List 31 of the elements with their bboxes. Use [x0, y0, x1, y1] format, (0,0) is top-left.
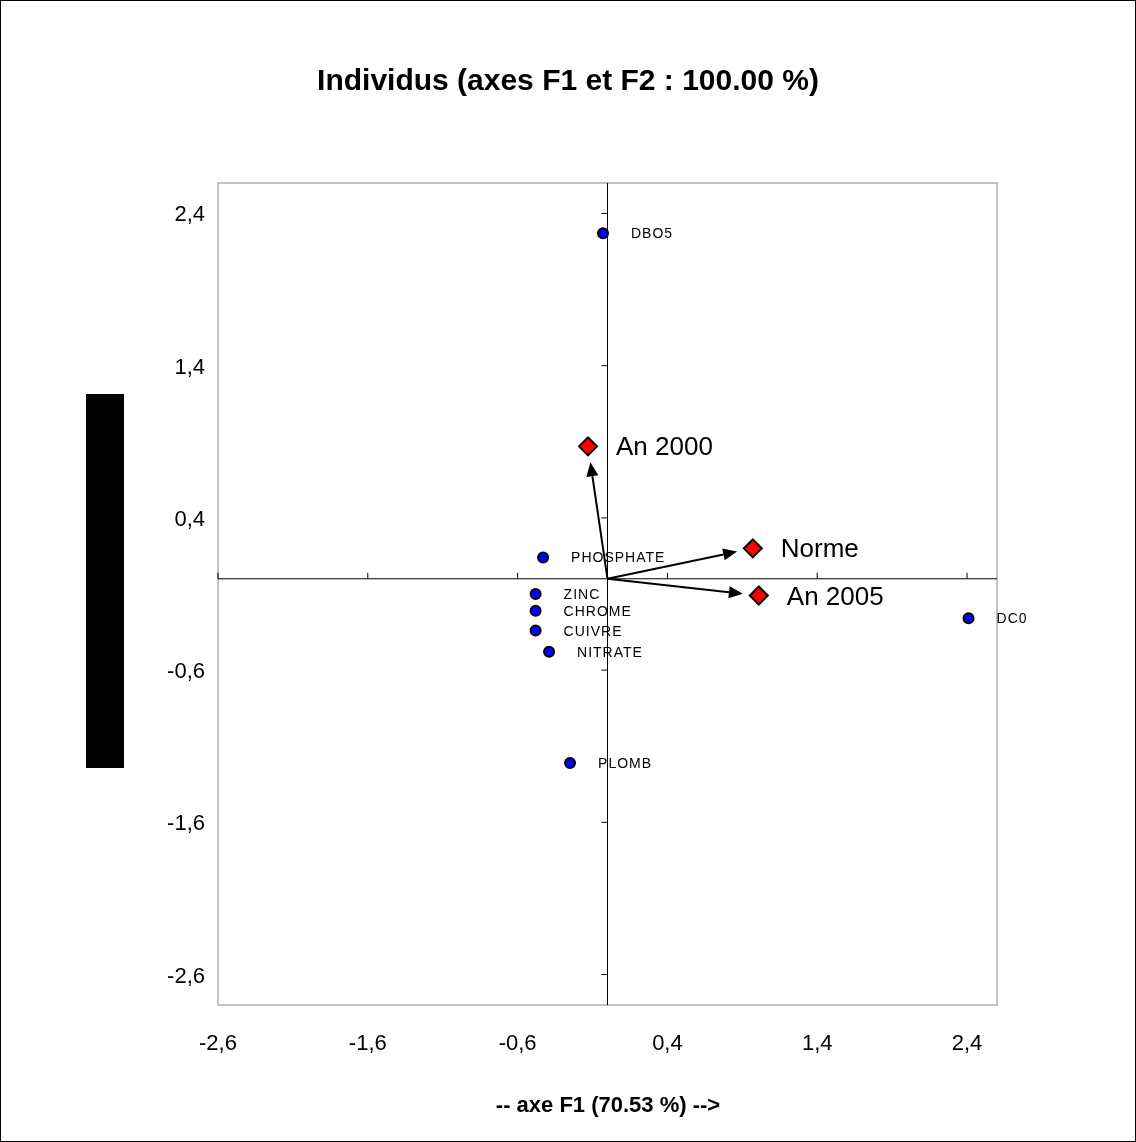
x-tick-label: -0,6: [498, 1030, 537, 1055]
y-tick-label: -1,6: [167, 810, 205, 836]
x-tick-label: 1,4: [801, 1030, 833, 1055]
annotation: DC0: [996, 610, 1028, 627]
annotation: ZINC: [563, 586, 601, 602]
point: [529, 624, 542, 637]
point: [537, 551, 550, 564]
annotation: An 2005: [786, 580, 884, 611]
point: [742, 538, 763, 559]
annotation: DBO5: [631, 225, 674, 242]
y-tick-label: 2,4: [174, 201, 205, 227]
point: [597, 227, 610, 240]
point: [529, 588, 542, 600]
chart-title: Individus (axes F1 et F2 : 100.00 %): [317, 63, 819, 96]
y-tick-label: 0,4: [174, 505, 205, 531]
x-tick-label: 0,4: [652, 1030, 683, 1055]
annotation: Norme: [780, 533, 859, 564]
y-tick-label: -0,6: [167, 658, 205, 684]
point: [578, 436, 599, 457]
y-tick-label: -2,6: [167, 962, 205, 988]
point: [529, 604, 542, 617]
point: [543, 645, 556, 658]
x-tick-label: -2,6: [199, 1030, 237, 1055]
x-tick-label: -1,6: [348, 1030, 387, 1055]
point: [962, 612, 975, 625]
x-tick-label: 2,4: [951, 1030, 983, 1055]
x-axis-title: -- axe F1 (70.53 %) -->: [495, 1092, 721, 1117]
point: [564, 756, 577, 769]
point: [748, 585, 769, 606]
y-tick-label: 1,4: [174, 353, 205, 379]
annotation: An 2000: [616, 431, 713, 462]
